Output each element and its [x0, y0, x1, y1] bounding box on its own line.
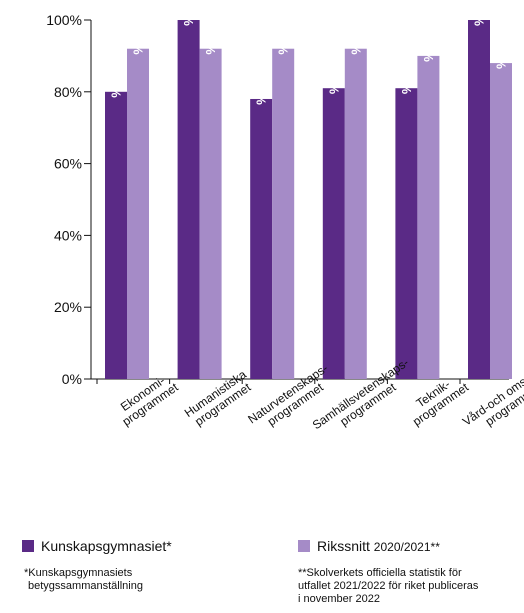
- bar-kunskapsgymnasiet: [322, 88, 345, 380]
- legend-label-rikssnitt-sub: 2020/2021**: [373, 540, 440, 554]
- bar-value-label: 100%: [181, 0, 196, 26]
- legend-label-rikssnitt: Rikssnitt 2020/2021**: [317, 538, 440, 554]
- footnote-line: betygssammanställning: [28, 580, 143, 592]
- bar-kunskapsgymnasiet: [395, 88, 418, 380]
- bar-rikssnitt: [272, 48, 295, 379]
- y-tick-label: 60%: [54, 156, 82, 172]
- legend-label-rikssnitt-main: Rikssnitt: [317, 538, 370, 554]
- bar-value-label: 100%: [472, 0, 487, 26]
- y-tick-label: 80%: [54, 84, 82, 100]
- bar-value-label: 83%: [326, 68, 341, 94]
- bar-value-label: 93%: [276, 29, 291, 55]
- bar-rikssnitt: [344, 48, 367, 379]
- bar-value-label: 91%: [421, 36, 436, 62]
- bar-value-label: 93%: [348, 29, 363, 55]
- y-tick-label: 0%: [62, 371, 82, 387]
- legend-swatch-rikssnitt: [298, 540, 310, 552]
- bar-value-label: 87%: [494, 43, 509, 69]
- legend-swatch-kunskapsgymnasiet: [22, 540, 34, 552]
- footnote-line: *Kunskapsgymnasiets: [24, 567, 133, 579]
- bar-kunskapsgymnasiet: [105, 91, 127, 380]
- footnote-line: **Skolverkets officiella statistik för: [298, 567, 462, 579]
- bar-kunskapsgymnasiet: [177, 20, 200, 379]
- y-tick-label: 40%: [54, 227, 82, 243]
- y-tick-label: 100%: [46, 12, 82, 28]
- bar-value-label: 78%: [254, 79, 269, 105]
- footnote-line: i november 2022: [298, 593, 380, 605]
- legend-item-rikssnitt: Rikssnitt 2020/2021**: [298, 538, 440, 554]
- footnote-line: utfallet 2021/2022 för riket publiceras: [298, 580, 479, 592]
- legend-label-kunskapsgymnasiet: Kunskapsgymnasiet*: [41, 538, 172, 554]
- bar-value-label: 83%: [399, 68, 414, 94]
- footnote-rikssnitt: **Skolverkets officiella statistik för u…: [298, 567, 478, 606]
- bar-chart: 0% 20% 40% 60% 80% 100% 80% 93% 100% 93% 78% 93% 83%…: [46, 0, 524, 433]
- bar-rikssnitt: [490, 63, 512, 380]
- bar-kunskapsgymnasiet: [468, 20, 490, 379]
- bar-rikssnitt: [127, 48, 149, 379]
- bar-rikssnitt: [199, 48, 222, 379]
- bar-kunskapsgymnasiet: [250, 98, 273, 379]
- legend-item-kunskapsgymnasiet: Kunskapsgymnasiet*: [22, 538, 172, 554]
- bar-value-label: 93%: [131, 29, 146, 55]
- bar-value-label: 80%: [109, 72, 124, 98]
- y-tick-label: 20%: [54, 299, 82, 315]
- footnote-kunskapsgymnasiet: *Kunskapsgymnasiets betygssammanställnin…: [24, 567, 143, 593]
- bar-value-label: 93%: [203, 29, 218, 55]
- bar-rikssnitt: [417, 55, 440, 380]
